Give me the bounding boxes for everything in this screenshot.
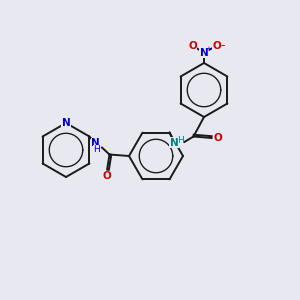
Text: N: N: [200, 47, 208, 58]
Text: -: -: [220, 39, 225, 52]
Text: O: O: [214, 133, 223, 143]
Text: N: N: [91, 138, 100, 148]
Text: O: O: [212, 41, 221, 51]
Text: H: H: [178, 136, 184, 145]
Text: N: N: [61, 118, 70, 128]
Text: O: O: [102, 171, 111, 181]
Text: H: H: [93, 145, 100, 154]
Text: N: N: [170, 137, 179, 148]
Text: +: +: [205, 46, 211, 52]
Text: O: O: [188, 41, 197, 51]
